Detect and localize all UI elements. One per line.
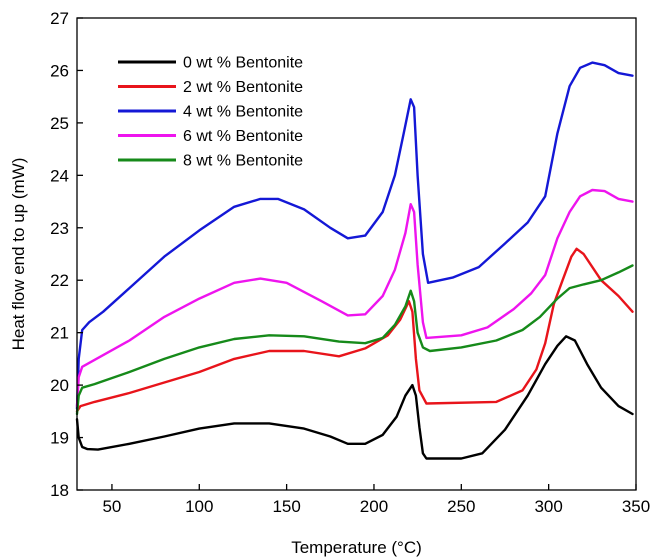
series-line-4 bbox=[75, 264, 634, 416]
y-tick-label: 19 bbox=[50, 429, 69, 448]
x-axis-title: Temperature (°C) bbox=[291, 538, 422, 557]
legend: 0 wt % Bentonite 2 wt % Bentonite 4 wt % B… bbox=[118, 55, 303, 170]
x-tick-label: 200 bbox=[360, 497, 388, 516]
y-axis: 18 19 20 21 22 23 24 25 26 27 bbox=[50, 9, 83, 500]
x-axis: 50 100 150 200 250 300 350 bbox=[102, 484, 650, 516]
series-line-0 bbox=[75, 335, 634, 460]
series-line-2 bbox=[75, 61, 634, 410]
legend-label-4: 8 wt % Bentonite bbox=[183, 153, 303, 170]
plot-series bbox=[75, 61, 634, 460]
x-tick-label: 100 bbox=[185, 497, 213, 516]
y-tick-label: 22 bbox=[50, 271, 69, 290]
y-axis-title: Heat flow end to up (mW) bbox=[9, 158, 28, 351]
y-tick-label: 25 bbox=[50, 114, 69, 133]
y-tick-label: 21 bbox=[50, 324, 69, 343]
y-tick-label: 23 bbox=[50, 219, 69, 238]
legend-label-2: 4 wt % Bentonite bbox=[183, 104, 303, 121]
y-tick-label: 18 bbox=[50, 481, 69, 500]
series-line-3 bbox=[75, 188, 634, 408]
x-tick-label: 150 bbox=[272, 497, 300, 516]
x-tick-label: 350 bbox=[622, 497, 650, 516]
legend-label-0: 0 wt % Bentonite bbox=[183, 55, 303, 72]
legend-label-3: 6 wt % Bentonite bbox=[183, 128, 303, 145]
y-tick-label: 20 bbox=[50, 376, 69, 395]
y-tick-label: 24 bbox=[50, 166, 69, 185]
x-tick-label: 300 bbox=[534, 497, 562, 516]
x-tick-label: 250 bbox=[447, 497, 475, 516]
legend-label-1: 2 wt % Bentonite bbox=[183, 79, 303, 96]
series-line-1 bbox=[75, 247, 634, 413]
y-tick-label: 27 bbox=[50, 9, 69, 28]
y-tick-label: 26 bbox=[50, 61, 69, 80]
plot-frame bbox=[76, 17, 637, 491]
x-tick-label: 50 bbox=[102, 497, 121, 516]
